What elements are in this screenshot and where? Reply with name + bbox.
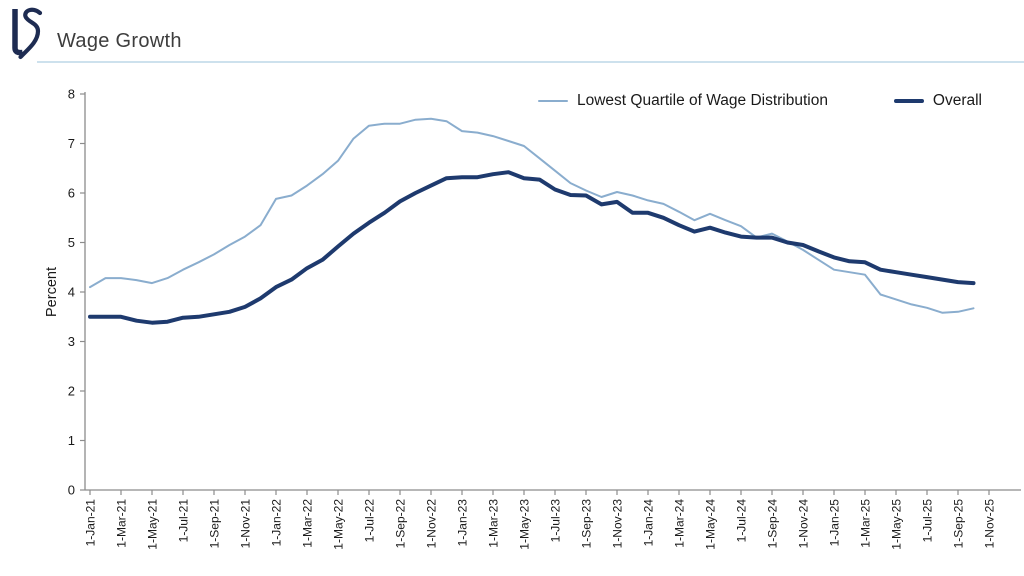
y-tick-label: 0 bbox=[68, 483, 75, 498]
x-tick-label: 1-May-22 bbox=[332, 499, 346, 550]
x-tick-label: 1-Jan-24 bbox=[642, 499, 656, 547]
x-tick-label: 1-Mar-23 bbox=[487, 499, 501, 548]
x-tick-label: 1-Mar-21 bbox=[115, 499, 129, 548]
x-tick-label: 1-Nov-23 bbox=[611, 499, 625, 549]
y-tick-label: 2 bbox=[68, 384, 75, 399]
series-line-overall bbox=[88, 170, 976, 325]
x-tick-label: 1-Mar-24 bbox=[673, 499, 687, 548]
x-tick-label: 1-Jul-23 bbox=[549, 499, 563, 543]
x-tick-label: 1-Jul-21 bbox=[177, 499, 191, 543]
x-tick-label: 1-Jul-22 bbox=[363, 499, 377, 543]
x-tick-label: 1-May-23 bbox=[518, 499, 532, 550]
x-tick-label: 1-May-21 bbox=[146, 499, 160, 550]
x-tick-label: 1-Jan-21 bbox=[84, 499, 98, 547]
x-tick-label: 1-Jan-22 bbox=[270, 499, 284, 547]
x-tick-label: 1-May-24 bbox=[704, 499, 718, 550]
x-tick-label: 1-Jul-25 bbox=[921, 499, 935, 543]
x-tick-label: 1-Nov-22 bbox=[425, 499, 439, 549]
x-tick-label: 1-Nov-24 bbox=[797, 499, 811, 549]
header-divider bbox=[37, 61, 1024, 63]
x-tick-label: 1-Mar-25 bbox=[859, 499, 873, 548]
legend-label: Lowest Quartile of Wage Distribution bbox=[577, 92, 828, 109]
x-tick-label: 1-Nov-21 bbox=[239, 499, 253, 549]
legend-item-lowest-quartile: Lowest Quartile of Wage Distribution bbox=[538, 92, 828, 110]
y-tick-label: 8 bbox=[68, 87, 75, 102]
series-line-lowest-quartile bbox=[89, 117, 975, 314]
ls-logo bbox=[12, 7, 43, 60]
x-tick-label: 1-Sep-22 bbox=[394, 499, 408, 549]
y-tick-label: 6 bbox=[68, 186, 75, 201]
x-tick-label: 1-Sep-24 bbox=[766, 499, 780, 549]
chart-legend: Lowest Quartile of Wage Distribution Ove… bbox=[538, 92, 982, 110]
x-tick-label: 1-Nov-25 bbox=[983, 499, 997, 549]
x-tick-label: 1-Sep-23 bbox=[580, 499, 594, 549]
page-title: Wage Growth bbox=[57, 30, 182, 52]
x-tick-label: 1-Mar-22 bbox=[301, 499, 315, 548]
y-tick-label: 5 bbox=[68, 235, 75, 250]
x-tick-label: 1-May-25 bbox=[890, 499, 904, 550]
y-tick-label: 3 bbox=[68, 334, 75, 349]
legend-item-overall: Overall bbox=[893, 92, 982, 110]
y-axis-title: Percent bbox=[44, 267, 60, 317]
legend-line-swatch-overall bbox=[893, 99, 924, 103]
y-tick-label: 4 bbox=[68, 285, 75, 300]
x-tick-label: 1-Sep-25 bbox=[952, 499, 966, 549]
x-tick-label: 1-Jan-25 bbox=[828, 499, 842, 547]
x-tick-label: 1-Jan-23 bbox=[456, 499, 470, 547]
y-tick-label: 1 bbox=[68, 433, 75, 448]
x-tick-label: 1-Jul-24 bbox=[735, 499, 749, 543]
y-tick-label: 7 bbox=[68, 136, 75, 151]
legend-line-swatch-lowest-quartile bbox=[538, 100, 568, 102]
x-tick-label: 1-Sep-21 bbox=[208, 499, 222, 549]
legend-label: Overall bbox=[932, 92, 982, 109]
